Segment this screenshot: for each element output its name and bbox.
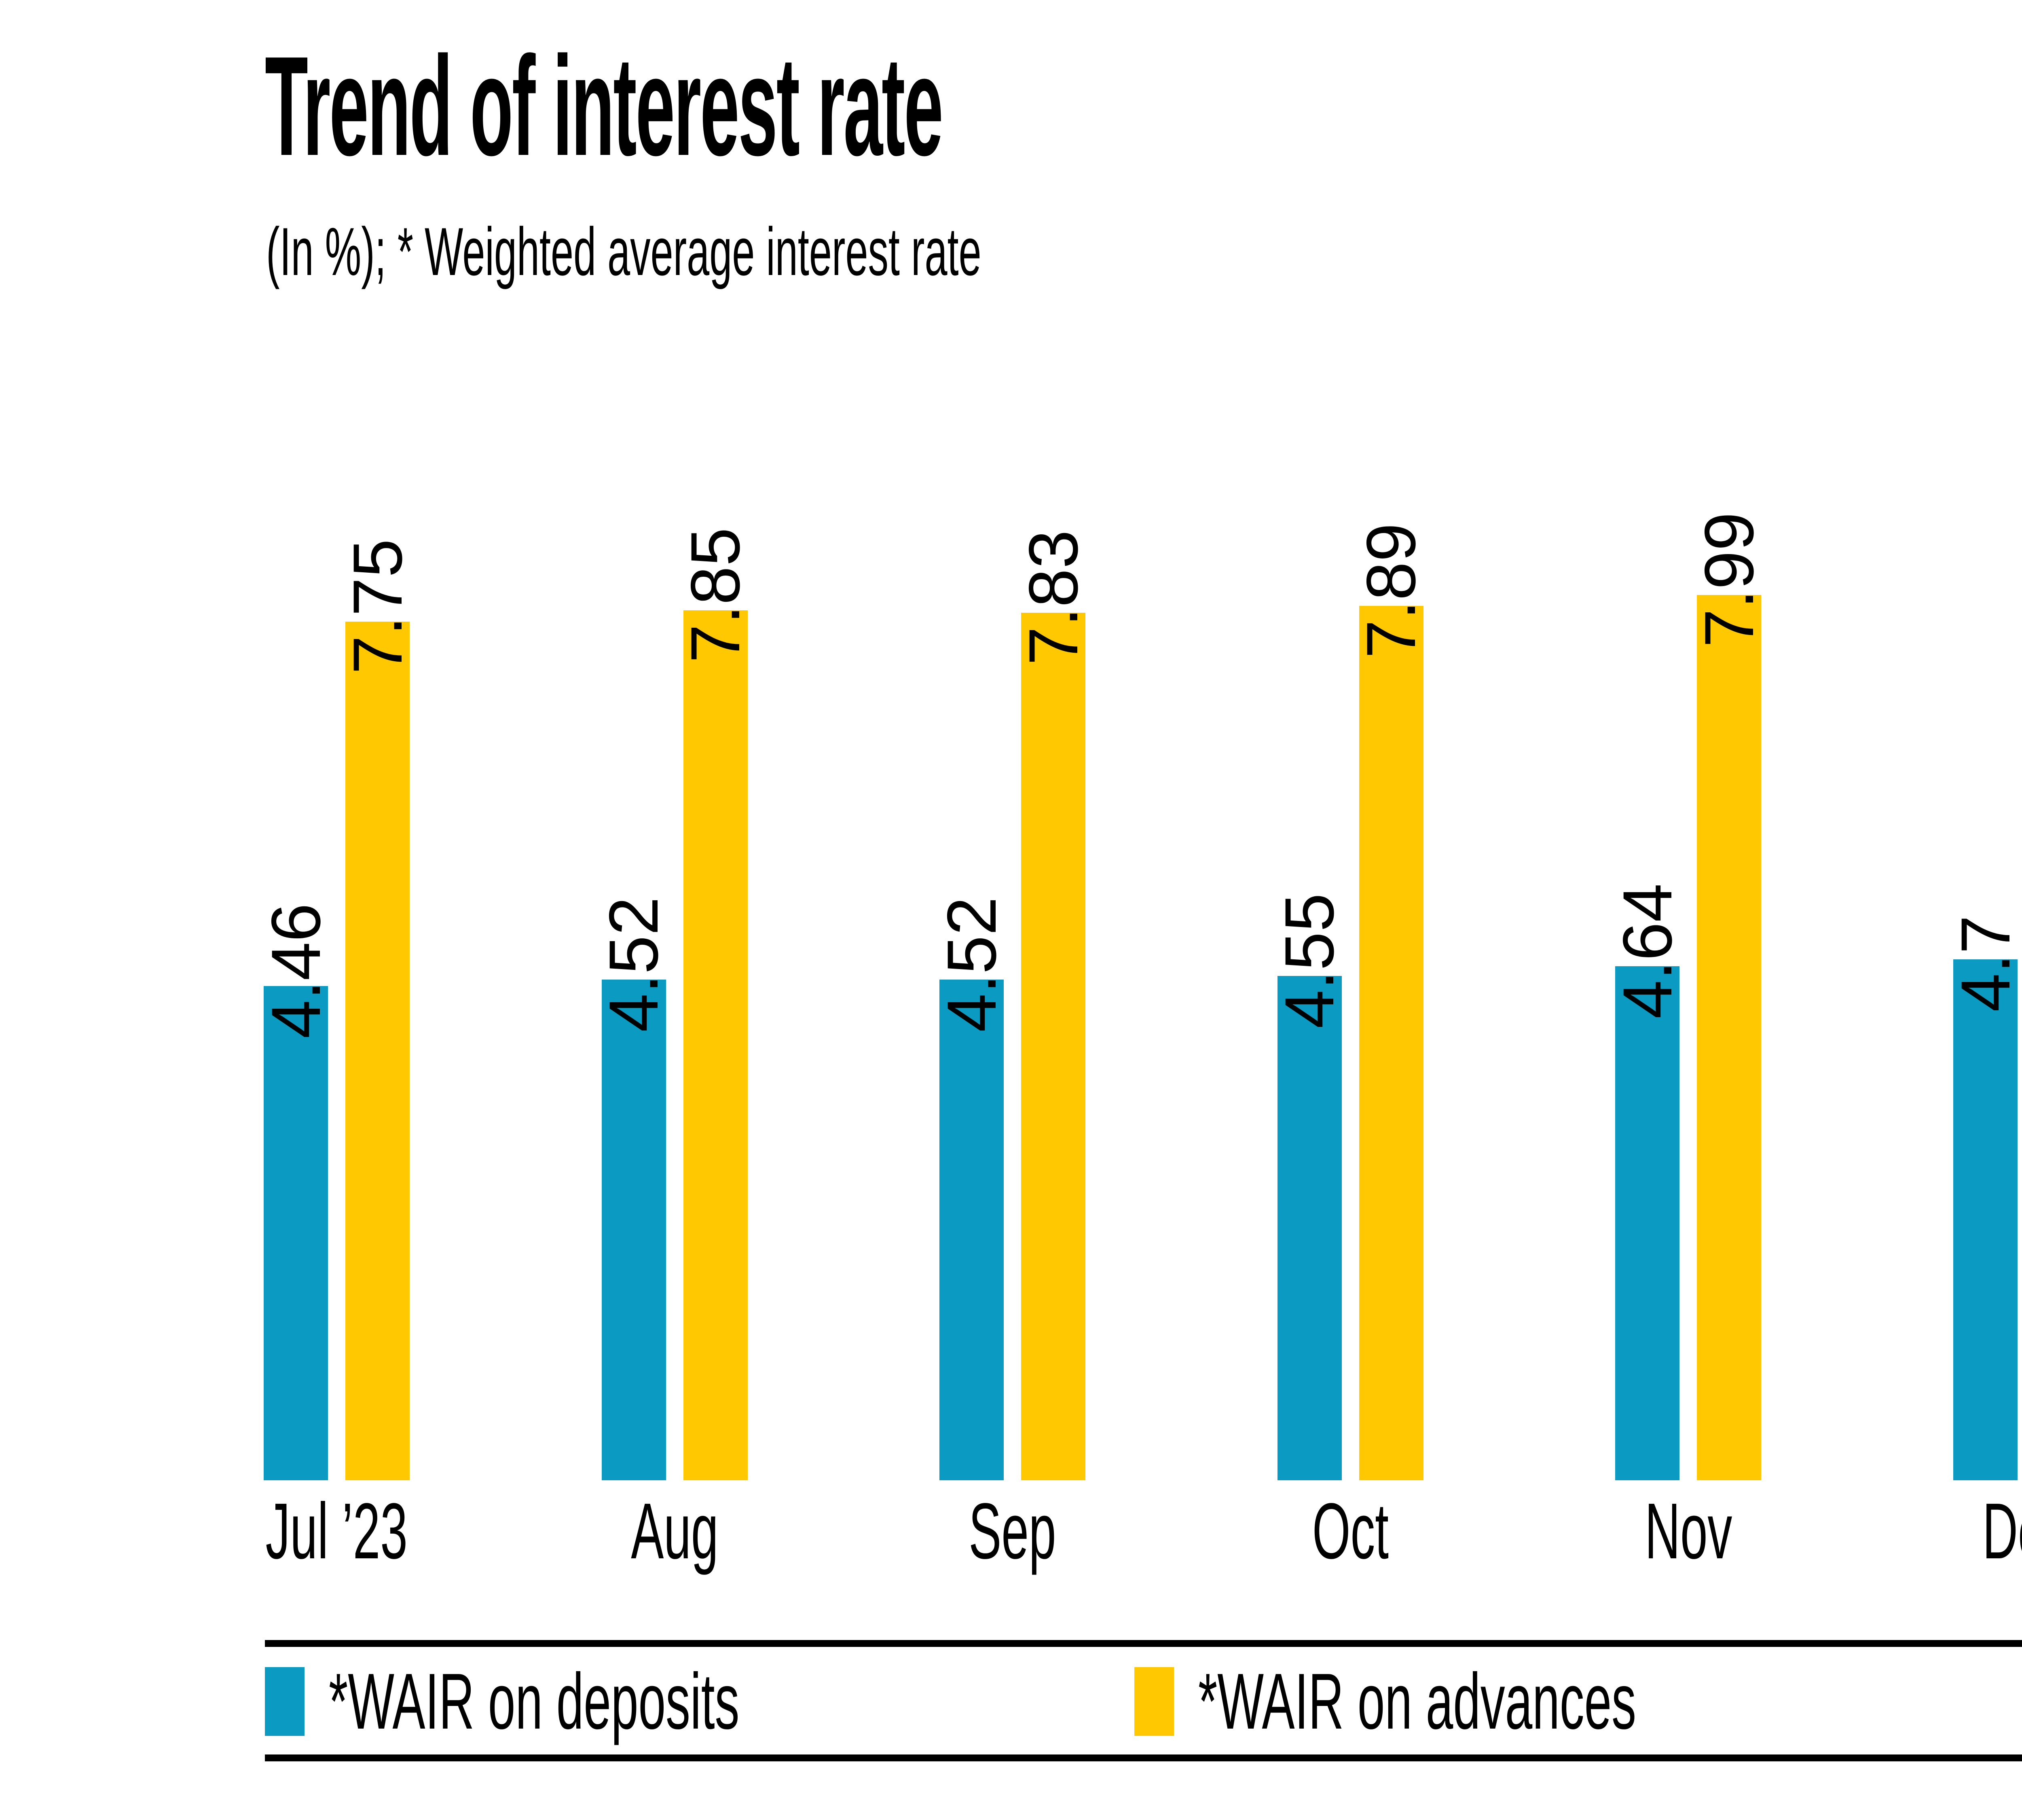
bar-advances[interactable] (345, 621, 410, 1480)
x-axis-label: Aug (630, 1487, 719, 1575)
legend-label-advances: *WAIR on advances (1198, 1657, 1636, 1746)
bar-value-label: 4.52 (933, 896, 1011, 1032)
bar-value-label: 7.75 (338, 538, 417, 674)
bar-value-label: 7.99 (1690, 512, 1768, 648)
legend-rule-top (265, 1640, 2022, 1647)
bar-deposits[interactable] (601, 979, 666, 1480)
x-axis-label: Dec (1982, 1487, 2022, 1575)
legend-item-advances[interactable]: *WAIR on advances (1134, 1662, 1905, 1741)
bar-value-label: 4.64 (1608, 883, 1686, 1019)
bar-advances[interactable] (1021, 612, 1086, 1480)
bar-value-label: 7.89 (1352, 523, 1430, 659)
bar-value-label: 7.83 (1014, 529, 1092, 665)
bar-value-label: 4.7 (1946, 915, 2022, 1012)
chart-subtitle: (In %); * Weighted average interest rate (266, 214, 981, 290)
legend-item-deposits[interactable]: *WAIR on deposits (265, 1662, 991, 1741)
bar-advances[interactable] (1697, 595, 1762, 1480)
chart-title: Trend of interest rate (265, 27, 943, 185)
bar-deposits[interactable] (1615, 966, 1680, 1480)
legend-label-deposits: *WAIR on deposits (329, 1657, 740, 1746)
x-axis-label: Oct (1312, 1487, 1389, 1575)
legend-rule-bottom (265, 1754, 2022, 1761)
bar-advances[interactable] (683, 610, 748, 1480)
bar-deposits[interactable] (1953, 959, 2018, 1480)
bar-value-label: 7.85 (677, 527, 755, 663)
bar-deposits[interactable] (264, 986, 328, 1480)
bar-deposits[interactable] (1277, 976, 1342, 1480)
bar-value-label: 4.46 (257, 903, 335, 1039)
x-axis-label: Jul ’23 (265, 1487, 408, 1575)
bar-value-label: 4.52 (595, 896, 673, 1032)
bar-deposits[interactable] (939, 979, 1004, 1480)
bar-value-label: 4.55 (1271, 893, 1349, 1029)
bar-advances[interactable] (1359, 606, 1423, 1480)
legend-swatch-deposits (265, 1667, 305, 1736)
x-axis-label: Sep (969, 1487, 1056, 1575)
legend-swatch-advances (1134, 1667, 1174, 1736)
x-axis-label: Nov (1644, 1487, 1732, 1575)
